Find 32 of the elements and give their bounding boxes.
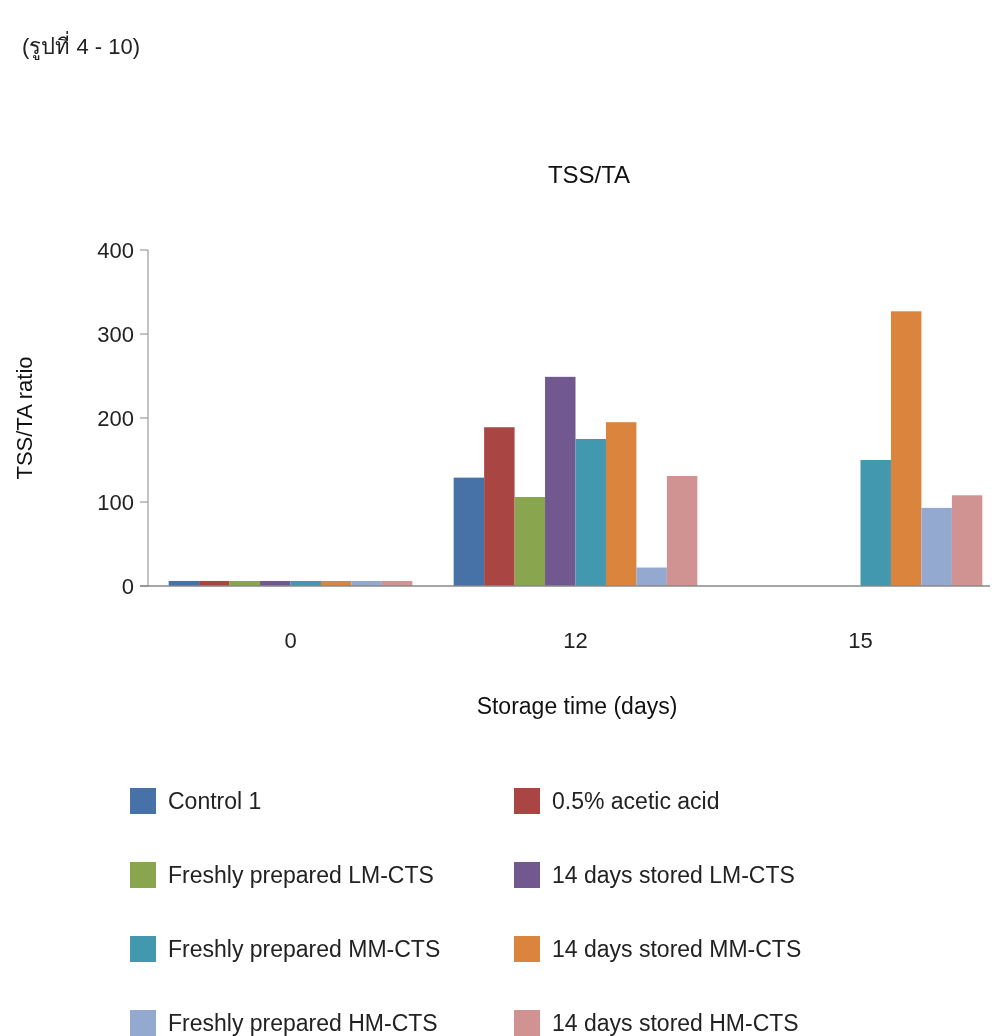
bar [545,376,576,586]
y-tick-label: 0 [121,573,134,599]
x-tick-label: 15 [848,628,873,653]
legend-label: Freshly prepared HM-CTS [168,1010,438,1036]
legend-label: 14 days stored LM-CTS [552,862,795,889]
bar [514,496,546,586]
y-tick-label: 200 [97,405,134,431]
bar [484,427,515,586]
legend-label: Control 1 [168,788,262,815]
bar [666,475,698,586]
bar [951,495,983,586]
bar [890,311,922,586]
bar [860,460,891,586]
legend-label: Freshly prepared LM-CTS [168,862,434,889]
legend-label: 0.5% acetic acid [552,788,720,815]
y-tick-label: 100 [97,489,134,515]
text: (รูปที่ 4 - 10) [22,31,141,60]
x-axis-title: Storage time (days) [476,693,678,719]
x-tick-label: 12 [563,628,588,653]
legend-label: Freshly prepared MM-CTS [168,936,441,963]
bar [636,567,667,586]
bar [453,477,485,586]
chart-title: TSS/TA [547,161,631,188]
legend-label: 14 days stored HM-CTS [552,1010,799,1036]
y-tick-label: 400 [97,237,134,263]
x-tick-label: 0 [284,628,297,653]
bar [921,507,952,586]
bar [605,422,637,586]
legend-label: 14 days stored MM-CTS [552,936,802,963]
y-axis-title: TSS/TA ratio [12,356,37,480]
bar [575,439,606,586]
y-tick-label: 300 [97,321,134,347]
